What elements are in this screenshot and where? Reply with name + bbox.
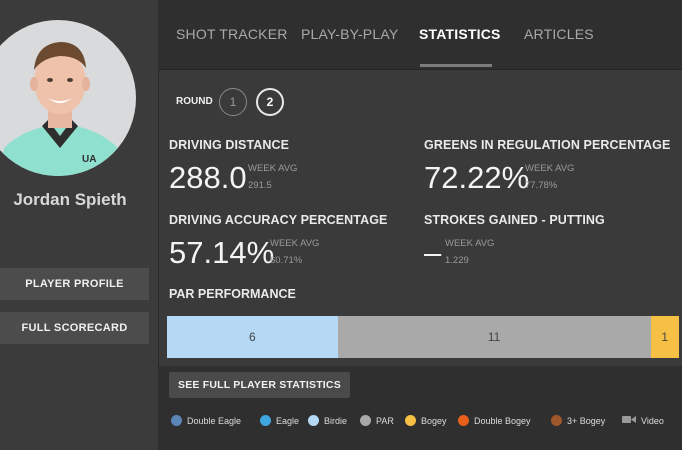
legend-item-video: Video [622, 415, 664, 426]
driving-accuracy-value: 57.14% [169, 235, 275, 270]
par-performance-title: PAR PERFORMANCE [169, 287, 296, 301]
tab-bar: SHOT TRACKER PLAY-BY-PLAY STATISTICS ART… [159, 0, 682, 70]
legend-label: Double Eagle [187, 415, 242, 426]
legend-label: Bogey [421, 415, 447, 426]
svg-text:UA: UA [82, 154, 96, 165]
driving-distance-value: 288.0 [169, 160, 247, 195]
driving-accuracy-week-avg: 60.71% [270, 255, 303, 266]
tab-shot-tracker[interactable]: SHOT TRACKER [176, 26, 288, 42]
video-icon [622, 415, 636, 426]
driving-distance-title: DRIVING DISTANCE [169, 138, 290, 152]
legend-item-3-bogey: 3+ Bogey [551, 415, 605, 426]
legend-item-double-bogey: Double Bogey [458, 415, 531, 426]
legend-dot-icon [405, 415, 416, 426]
full-scorecard-button[interactable]: FULL SCORECARD [0, 312, 149, 344]
par-segment-birdie: 6 [167, 316, 338, 358]
driving-distance-week-avg: 291.5 [248, 180, 272, 191]
legend-label: Birdie [324, 415, 348, 426]
par-segment-bogey: 1 [650, 316, 679, 358]
legend-dot-icon [308, 415, 319, 426]
legend-label: Double Bogey [474, 415, 531, 426]
gir-week-label: WEEK AVG [525, 163, 575, 174]
sg-putting-value: – [424, 235, 442, 270]
sg-putting-week-label: WEEK AVG [445, 238, 495, 249]
legend-item-bogey: Bogey [405, 415, 447, 426]
legend-item-birdie: Birdie [308, 415, 347, 426]
legend-label: Eagle [276, 415, 300, 426]
player-profile-button[interactable]: PLAYER PROFILE [0, 268, 149, 300]
legend-item-double-eagle: Double Eagle [171, 415, 241, 426]
main-panel: SHOT TRACKER PLAY-BY-PLAY STATISTICS ART… [159, 0, 682, 450]
par-segment-par: 11 [337, 316, 651, 358]
bottom-strip: SEE FULL PLAYER STATISTICS Double Eagle E… [159, 366, 682, 450]
legend-dot-icon [360, 415, 371, 426]
legend-dot-icon [551, 415, 562, 426]
tab-articles[interactable]: ARTICLES [524, 26, 594, 42]
statistics-content: ROUND 1 2 DRIVING DISTANCE 288.0 WEEK AV… [159, 70, 682, 450]
legend-label: 3+ Bogey [567, 415, 606, 426]
driving-distance-week-label: WEEK AVG [248, 163, 298, 174]
round-2-button[interactable]: 2 [256, 88, 284, 116]
legend-label: PAR [376, 415, 394, 426]
sg-putting-title: STROKES GAINED - PUTTING [424, 213, 605, 227]
legend-item-eagle: Eagle [260, 415, 299, 426]
active-tab-indicator [420, 64, 492, 67]
par-performance-bar: 6 11 1 [167, 316, 679, 358]
avatar: UA [0, 20, 136, 176]
legend-dot-icon [458, 415, 469, 426]
player-name: Jordan Spieth [13, 190, 127, 209]
player-sidebar: UA Jordan Spieth PLAYER PROFILE FULL SCO… [0, 0, 159, 450]
see-full-stats-button[interactable]: SEE FULL PLAYER STATISTICS [169, 372, 350, 398]
round-1-button[interactable]: 1 [219, 88, 247, 116]
gir-week-avg: 77.78% [525, 180, 558, 191]
legend-item-par: PAR [360, 415, 394, 426]
legend-dot-icon [171, 415, 182, 426]
gir-title: GREENS IN REGULATION PERCENTAGE [424, 138, 671, 152]
round-label: ROUND [176, 96, 213, 107]
driving-accuracy-week-label: WEEK AVG [270, 238, 320, 249]
player-photo: UA [0, 20, 136, 176]
legend-dot-icon [260, 415, 271, 426]
gir-value: 72.22% [424, 160, 530, 195]
tab-statistics[interactable]: STATISTICS [419, 26, 501, 42]
tab-play-by-play[interactable]: PLAY-BY-PLAY [301, 26, 399, 42]
legend-label: Video [641, 415, 664, 426]
sg-putting-week-avg: 1.229 [445, 255, 469, 266]
driving-accuracy-title: DRIVING ACCURACY PERCENTAGE [169, 213, 388, 227]
